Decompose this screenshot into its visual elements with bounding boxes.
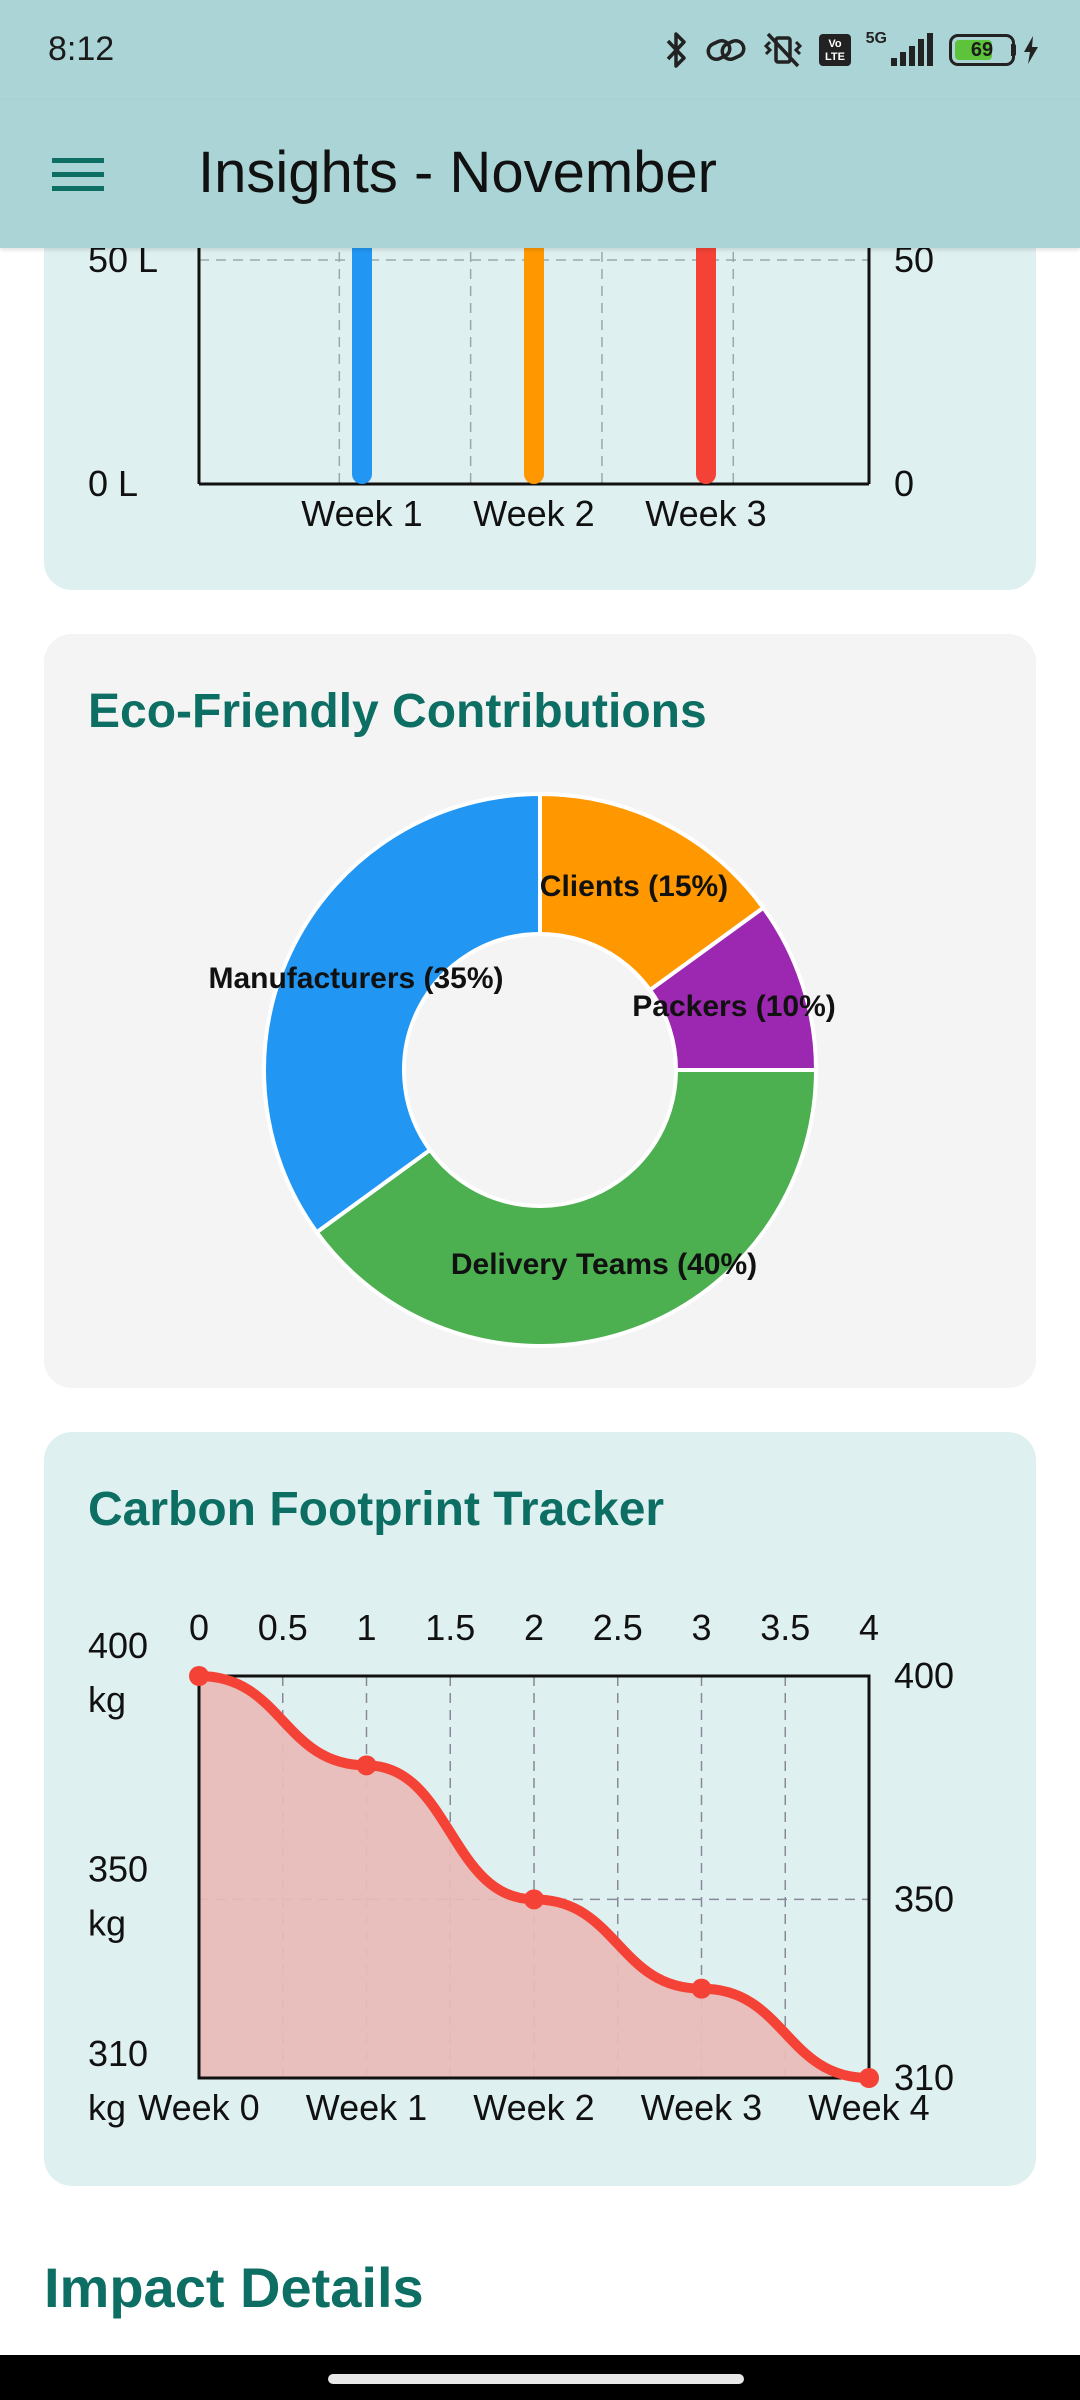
- page-title: Insights - November: [198, 140, 717, 205]
- carbon-data-point: [859, 2068, 879, 2088]
- eco-contributions-donut-chart: Clients (15%) Packers (10%) Delivery Teams…: [208, 791, 836, 1348]
- status-icons: Vo LTE 5G 69: [664, 28, 1040, 72]
- carbon-x-label: Week 2: [473, 2087, 594, 2128]
- carbon-data-point: [189, 1666, 209, 1686]
- carbon-data-point: [524, 1889, 544, 1910]
- carbon-x-tick-top: 3.5: [760, 1607, 810, 1648]
- carbon-x-label: Week 1: [306, 2087, 427, 2128]
- carbon-y-unit-left: kg: [88, 1902, 126, 1943]
- donut-slice-label: Clients (15%): [540, 870, 728, 903]
- carbon-x-tick-top: 3: [691, 1607, 711, 1648]
- water-y-label-left: 0 L: [88, 463, 138, 504]
- carbon-footprint-chart: 0 0.5 1 1.5 2 2.5 3 3.5 4 Week 0 Week 1 Week 2 Week …: [88, 1607, 954, 2128]
- battery-indicator: 69: [949, 34, 1015, 66]
- carbon-x-tick-top: 0: [189, 1607, 209, 1648]
- app-bar: Insights - November: [0, 100, 1080, 248]
- donut-slice-1: [538, 791, 767, 993]
- volte-text-bottom: LTE: [825, 51, 845, 63]
- carbon-y-tick-right: 310: [894, 2057, 954, 2098]
- signal-5g-icon: 5G: [865, 30, 935, 68]
- carbon-x-tick-top: 1.5: [425, 1607, 475, 1648]
- carbon-x-tick-top: 1: [356, 1607, 376, 1648]
- link-icon: [704, 30, 748, 70]
- status-bar: 8:12 Vo LTE 5G 69: [0, 0, 1080, 100]
- donut-slice-4: [262, 791, 542, 1236]
- charging-bolt-icon: [1024, 36, 1038, 64]
- carbon-data-point: [356, 1755, 377, 1776]
- carbon-footprint-card: Carbon Footprint Tracker 0 0.5 1 1.5 2 2.5 3 3.…: [44, 1432, 1036, 2186]
- water-x-label: Week 3: [645, 493, 766, 534]
- battery-fill: [955, 40, 993, 60]
- donut-slice-label: Packers (10%): [632, 990, 835, 1023]
- donut-slice-3: [313, 1068, 819, 1348]
- carbon-x-label: Week 3: [641, 2087, 762, 2128]
- carbon-y-tick-left: 310: [88, 2033, 148, 2074]
- menu-button[interactable]: [40, 136, 116, 212]
- carbon-y-tick-right: 400: [894, 1655, 954, 1696]
- volte-text-top: Vo: [828, 38, 842, 50]
- carbon-x-tick-top: 4: [859, 1607, 879, 1648]
- carbon-x-label: Week 0: [138, 2087, 259, 2128]
- status-time: 8:12: [48, 30, 115, 68]
- bluetooth-icon: [664, 30, 690, 70]
- carbon-card-title: Carbon Footprint Tracker: [88, 1483, 665, 1536]
- water-x-label: Week 2: [473, 493, 594, 534]
- home-indicator[interactable]: [328, 2374, 744, 2384]
- network-type-label: 5G: [865, 30, 887, 47]
- carbon-x-tick-top: 2.5: [593, 1607, 643, 1648]
- carbon-y-tick-left: 350: [88, 1848, 148, 1889]
- impact-details-heading: Impact Details: [44, 2256, 424, 2319]
- carbon-y-unit-left: kg: [88, 2087, 126, 2128]
- carbon-y-tick-right: 350: [894, 1878, 954, 1919]
- donut-slice-label: Delivery Teams (40%): [451, 1248, 757, 1281]
- carbon-area-fill: [199, 1676, 869, 2078]
- water-y-label-right: 0: [894, 463, 914, 504]
- battery-level: 69: [970, 39, 994, 61]
- eco-friendly-card: Eco-Friendly Contributions Clients (15%)…: [44, 634, 1036, 1388]
- donut-slice-label: Manufacturers (35%): [208, 962, 503, 995]
- carbon-x-label: Week 4: [808, 2087, 929, 2128]
- eco-card-title: Eco-Friendly Contributions: [88, 685, 707, 738]
- volte-icon: Vo LTE: [818, 33, 852, 67]
- carbon-plot-frame: [197, 1674, 871, 2080]
- hamburger-menu-icon: [52, 158, 104, 191]
- carbon-x-tick-top: 0.5: [258, 1607, 308, 1648]
- battery-charging-icon: 69: [949, 34, 1040, 66]
- vibrate-off-icon: [762, 30, 804, 70]
- carbon-data-point: [691, 1978, 712, 1999]
- carbon-x-tick-top: 2: [524, 1607, 544, 1648]
- carbon-y-unit-left: kg: [88, 1679, 126, 1720]
- water-x-label: Week 1: [301, 493, 422, 534]
- carbon-y-tick-left: 400: [88, 1625, 148, 1666]
- navigation-bar: [0, 2355, 1080, 2400]
